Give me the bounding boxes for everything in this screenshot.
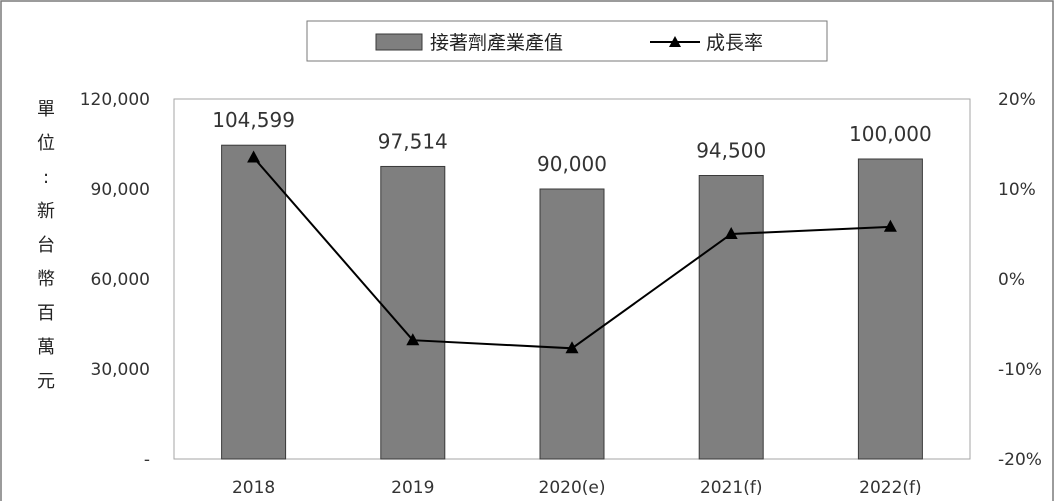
y-axis-title-char: 新 <box>37 201 55 222</box>
bar <box>221 144 287 460</box>
legend-line-label: 成長率 <box>706 32 763 54</box>
y-left-tick-label: 90,000 <box>91 180 150 200</box>
bar <box>698 175 764 460</box>
legend-line-marker <box>669 36 681 47</box>
growth-point <box>883 219 897 232</box>
x-tick-label: 2019 <box>391 478 434 498</box>
data-labels: 104,599 97,514 90,000 94,500 100,000 <box>212 108 932 176</box>
y-axis-title-char: 台 <box>37 235 55 256</box>
y-axis-title-char: 百 <box>37 303 55 324</box>
growth-point <box>406 333 420 346</box>
legend-bar-label: 接著劑產業產值 <box>430 32 563 54</box>
y-axis-title-char: 萬 <box>37 337 55 358</box>
y-right-tick-label: -10% <box>998 360 1042 380</box>
growth-point <box>724 227 738 239</box>
x-tick-label: 2020(e) <box>539 478 606 498</box>
y-right-tick-label: 10% <box>998 180 1036 200</box>
y-axis-title-char: 元 <box>37 371 55 392</box>
data-label: 94,500 <box>696 139 766 163</box>
data-label: 90,000 <box>537 152 607 176</box>
bar <box>857 158 923 460</box>
legend: 接著劑產業產值 成長率 <box>306 20 828 62</box>
growth-point <box>565 341 579 354</box>
axes: - 30,000 60,000 90,000 120,000 -20% -10% 0% 10% 2… <box>80 90 1042 498</box>
growth-point <box>247 150 261 163</box>
y-left-tick-label: 60,000 <box>91 270 150 290</box>
y-right-tick-label: -20% <box>998 450 1042 470</box>
y-right-tick-label: 20% <box>998 90 1036 110</box>
y-left-tick-label: 120,000 <box>80 90 150 110</box>
y-right-tick-label: 0% <box>998 270 1025 290</box>
y-axis-title-char: 位 <box>37 133 55 154</box>
y-axis-title-char: 單 <box>37 99 55 120</box>
y-left-tick-label: - <box>144 450 150 470</box>
y-axis-title-char: : <box>43 167 49 188</box>
y-axis-title-char: 幣 <box>37 269 55 290</box>
data-label: 104,599 <box>212 108 295 132</box>
bar <box>380 165 446 460</box>
legend-bar-swatch <box>375 33 423 51</box>
y-left-tick-label: 30,000 <box>91 360 150 380</box>
x-tick-label: 2021(f) <box>700 478 763 498</box>
growth-line-series <box>247 150 897 354</box>
x-tick-label: 2022(f) <box>859 478 922 498</box>
bar-series <box>221 144 923 460</box>
x-tick-label: 2018 <box>232 478 275 498</box>
data-label: 100,000 <box>849 122 932 146</box>
legend-box <box>306 20 828 62</box>
bar <box>539 188 605 460</box>
data-label: 97,514 <box>378 129 448 153</box>
